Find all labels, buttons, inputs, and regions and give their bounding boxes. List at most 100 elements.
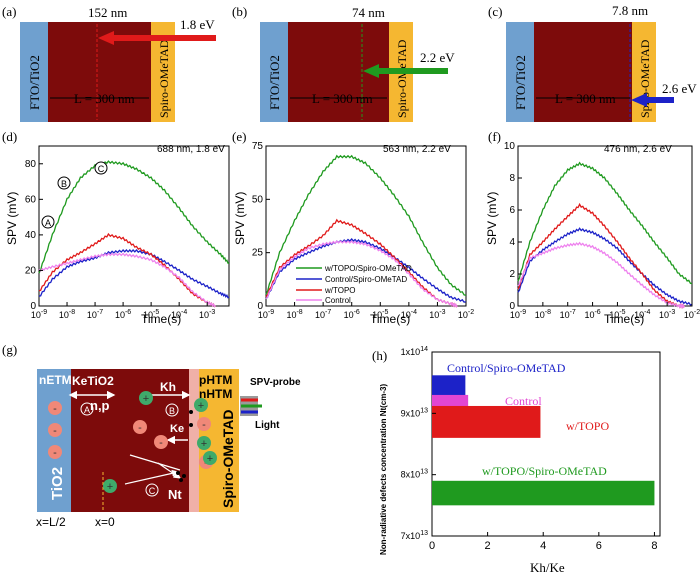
plus-glyph: + (107, 481, 113, 493)
minus-glyph: - (202, 419, 206, 431)
bar-label-3: w/TOPO (566, 419, 609, 433)
trap-dot (179, 478, 183, 482)
hole-charge: + (139, 391, 153, 405)
circle-c (145, 483, 159, 497)
circle-a (80, 402, 94, 416)
legend-item: Control/Spiro-OMeTAD (325, 275, 407, 284)
circle-a-label: A (84, 405, 90, 415)
panel-label-g: (g) (2, 342, 17, 357)
minus-glyph: - (138, 422, 142, 434)
minus-glyph: - (53, 403, 57, 415)
energy-label: 2.2 eV (420, 50, 455, 65)
device-panel-b: (b) FTO/TiO2 Spiro-OMeTAD L = 300 nm 74 … (232, 4, 455, 122)
y-tick-label: 0 (509, 301, 515, 312)
hole-charge: + (103, 479, 117, 493)
panel-label-a: (a) (2, 4, 16, 19)
x-tick-label: 10-9 (258, 309, 274, 320)
x-tick-label: 10-9 (510, 309, 526, 320)
x-axis-label: Time(s) (370, 312, 410, 326)
series-line-2 (38, 249, 230, 299)
bar-label-1: Control/Spiro-OMeTAD (447, 361, 566, 375)
hole-charge: + (197, 436, 211, 450)
series-line-2 (265, 238, 467, 303)
energy-label: 1.8 eV (180, 17, 215, 32)
light-arrow (631, 93, 674, 107)
chart-annotation: 563 nm, 2.2 eV (383, 144, 451, 155)
marker-b: B (57, 176, 71, 190)
y-tick-label: 8 (509, 173, 515, 184)
electron-charge: - (133, 420, 147, 434)
thickness-label: L = 300 nm (555, 91, 616, 106)
n-htm-label: nHTM (199, 387, 232, 401)
bar-label-2: Control (505, 394, 542, 408)
plus-glyph: + (198, 400, 204, 412)
x-axis-label: Time(s) (141, 312, 181, 326)
plot-area: 0 25 50 75 10-9 10-8 10-7 10-6 10-5 10-4 10-3 10-2 (252, 141, 474, 320)
x-tick-label: 10-3 (659, 309, 675, 320)
x-tick-label: 10-8 (59, 309, 75, 320)
x-left-label: x=L/2 (36, 515, 66, 529)
series-line-1 (38, 160, 230, 274)
marker-c: C (94, 161, 108, 175)
series-line-2 (517, 227, 693, 306)
thickness-label: L = 300 nm (312, 91, 373, 106)
panel-label-h: (h) (372, 348, 387, 363)
y-tick-label: 6 (509, 205, 515, 216)
schematic-g: (g) nETM KeTiO2 A n,p Kh B Ke C Nt TiO2 … (2, 342, 301, 529)
y-tick-label: 75 (252, 141, 264, 152)
bar-label-4: w/TOPO/Spiro-OMeTAD (482, 464, 607, 478)
capture-arrow (124, 469, 180, 485)
x-tick-label: 10-6 (115, 309, 131, 320)
y-axis-label: SPV (mV) (485, 192, 499, 245)
y-tick-label: 20 (25, 265, 37, 276)
depth-label: 152 nm (88, 5, 127, 20)
panel-label-e: (e) (232, 129, 246, 144)
x-tick-label: 8 (651, 540, 657, 552)
plot-frame (517, 145, 693, 307)
x-tick-label: 0 (429, 540, 435, 552)
fto-layer (506, 22, 534, 122)
circle-c-label: C (149, 486, 156, 496)
series-line-3 (265, 218, 458, 308)
electron-charge: - (48, 445, 62, 459)
y-tick-label: 40 (25, 230, 37, 241)
fto-label: FTO/TiO2 (513, 55, 528, 110)
trap-dot (176, 471, 180, 475)
p-htm-label: pHTM (199, 373, 232, 387)
x-tick-label: 10-9 (31, 309, 47, 320)
x-tick-label: 10-3 (199, 309, 215, 320)
y-axis-label: SPV (mV) (5, 192, 19, 245)
plot-frame (431, 351, 661, 537)
spv-chart-d: (d) 688 nm, 1.8 eV 0 20 40 60 80 10-9 10-8 10-7… (2, 129, 230, 326)
x-tick-label: 2 (485, 540, 491, 552)
energy-label: 2.6 eV (662, 81, 697, 96)
legend: w/TOPO/Spiro-OMeTAD Control/Spiro-OMeTAD… (296, 264, 412, 305)
series-line-4 (265, 240, 458, 308)
device-panel-a: (a) FTO/TiO2 Spiro-OMeTAD L = 300 nm 152… (2, 4, 216, 122)
y-tick-label: 9x1013 (401, 407, 428, 418)
y-tick-label: 2 (509, 269, 515, 280)
x-tick-label: 10-8 (286, 309, 302, 320)
y-tick-label: 4 (509, 237, 515, 248)
k-etio2-label: KeTiO2 (72, 374, 114, 388)
series-line-3 (38, 232, 216, 308)
plot-area: 0 2 4 6 8 10 10-9 10-8 10-7 10-6 10-5 10-4 10-3 10-2 (504, 141, 700, 320)
light-arrow (98, 31, 216, 45)
device-panel-c: (c) FTO/TiO2 Spiro-OMeTAD L = 300 nm 7.8… (488, 3, 697, 122)
nt-label: Nt (168, 487, 182, 502)
x-tick-label: 10-6 (584, 309, 600, 320)
depth-label: 7.8 nm (612, 3, 648, 18)
x-tick-label: 10-4 (634, 309, 650, 320)
capture-line (129, 454, 181, 471)
x-tick-label: 10-5 (372, 309, 388, 320)
depth-label: 74 nm (352, 5, 385, 20)
htl-label: Spiro-OMeTAD (638, 39, 652, 118)
marker-a-label: A (45, 218, 51, 228)
fto-layer (260, 22, 288, 122)
y-tick-label: 1x1014 (401, 346, 428, 357)
absorber-layer (534, 22, 632, 122)
x-tick-label: 10-7 (315, 309, 331, 320)
y-axis-label: Non-radiative defects concentration Nt(c… (379, 384, 388, 555)
fto-label: FTO/TiO2 (27, 55, 42, 110)
